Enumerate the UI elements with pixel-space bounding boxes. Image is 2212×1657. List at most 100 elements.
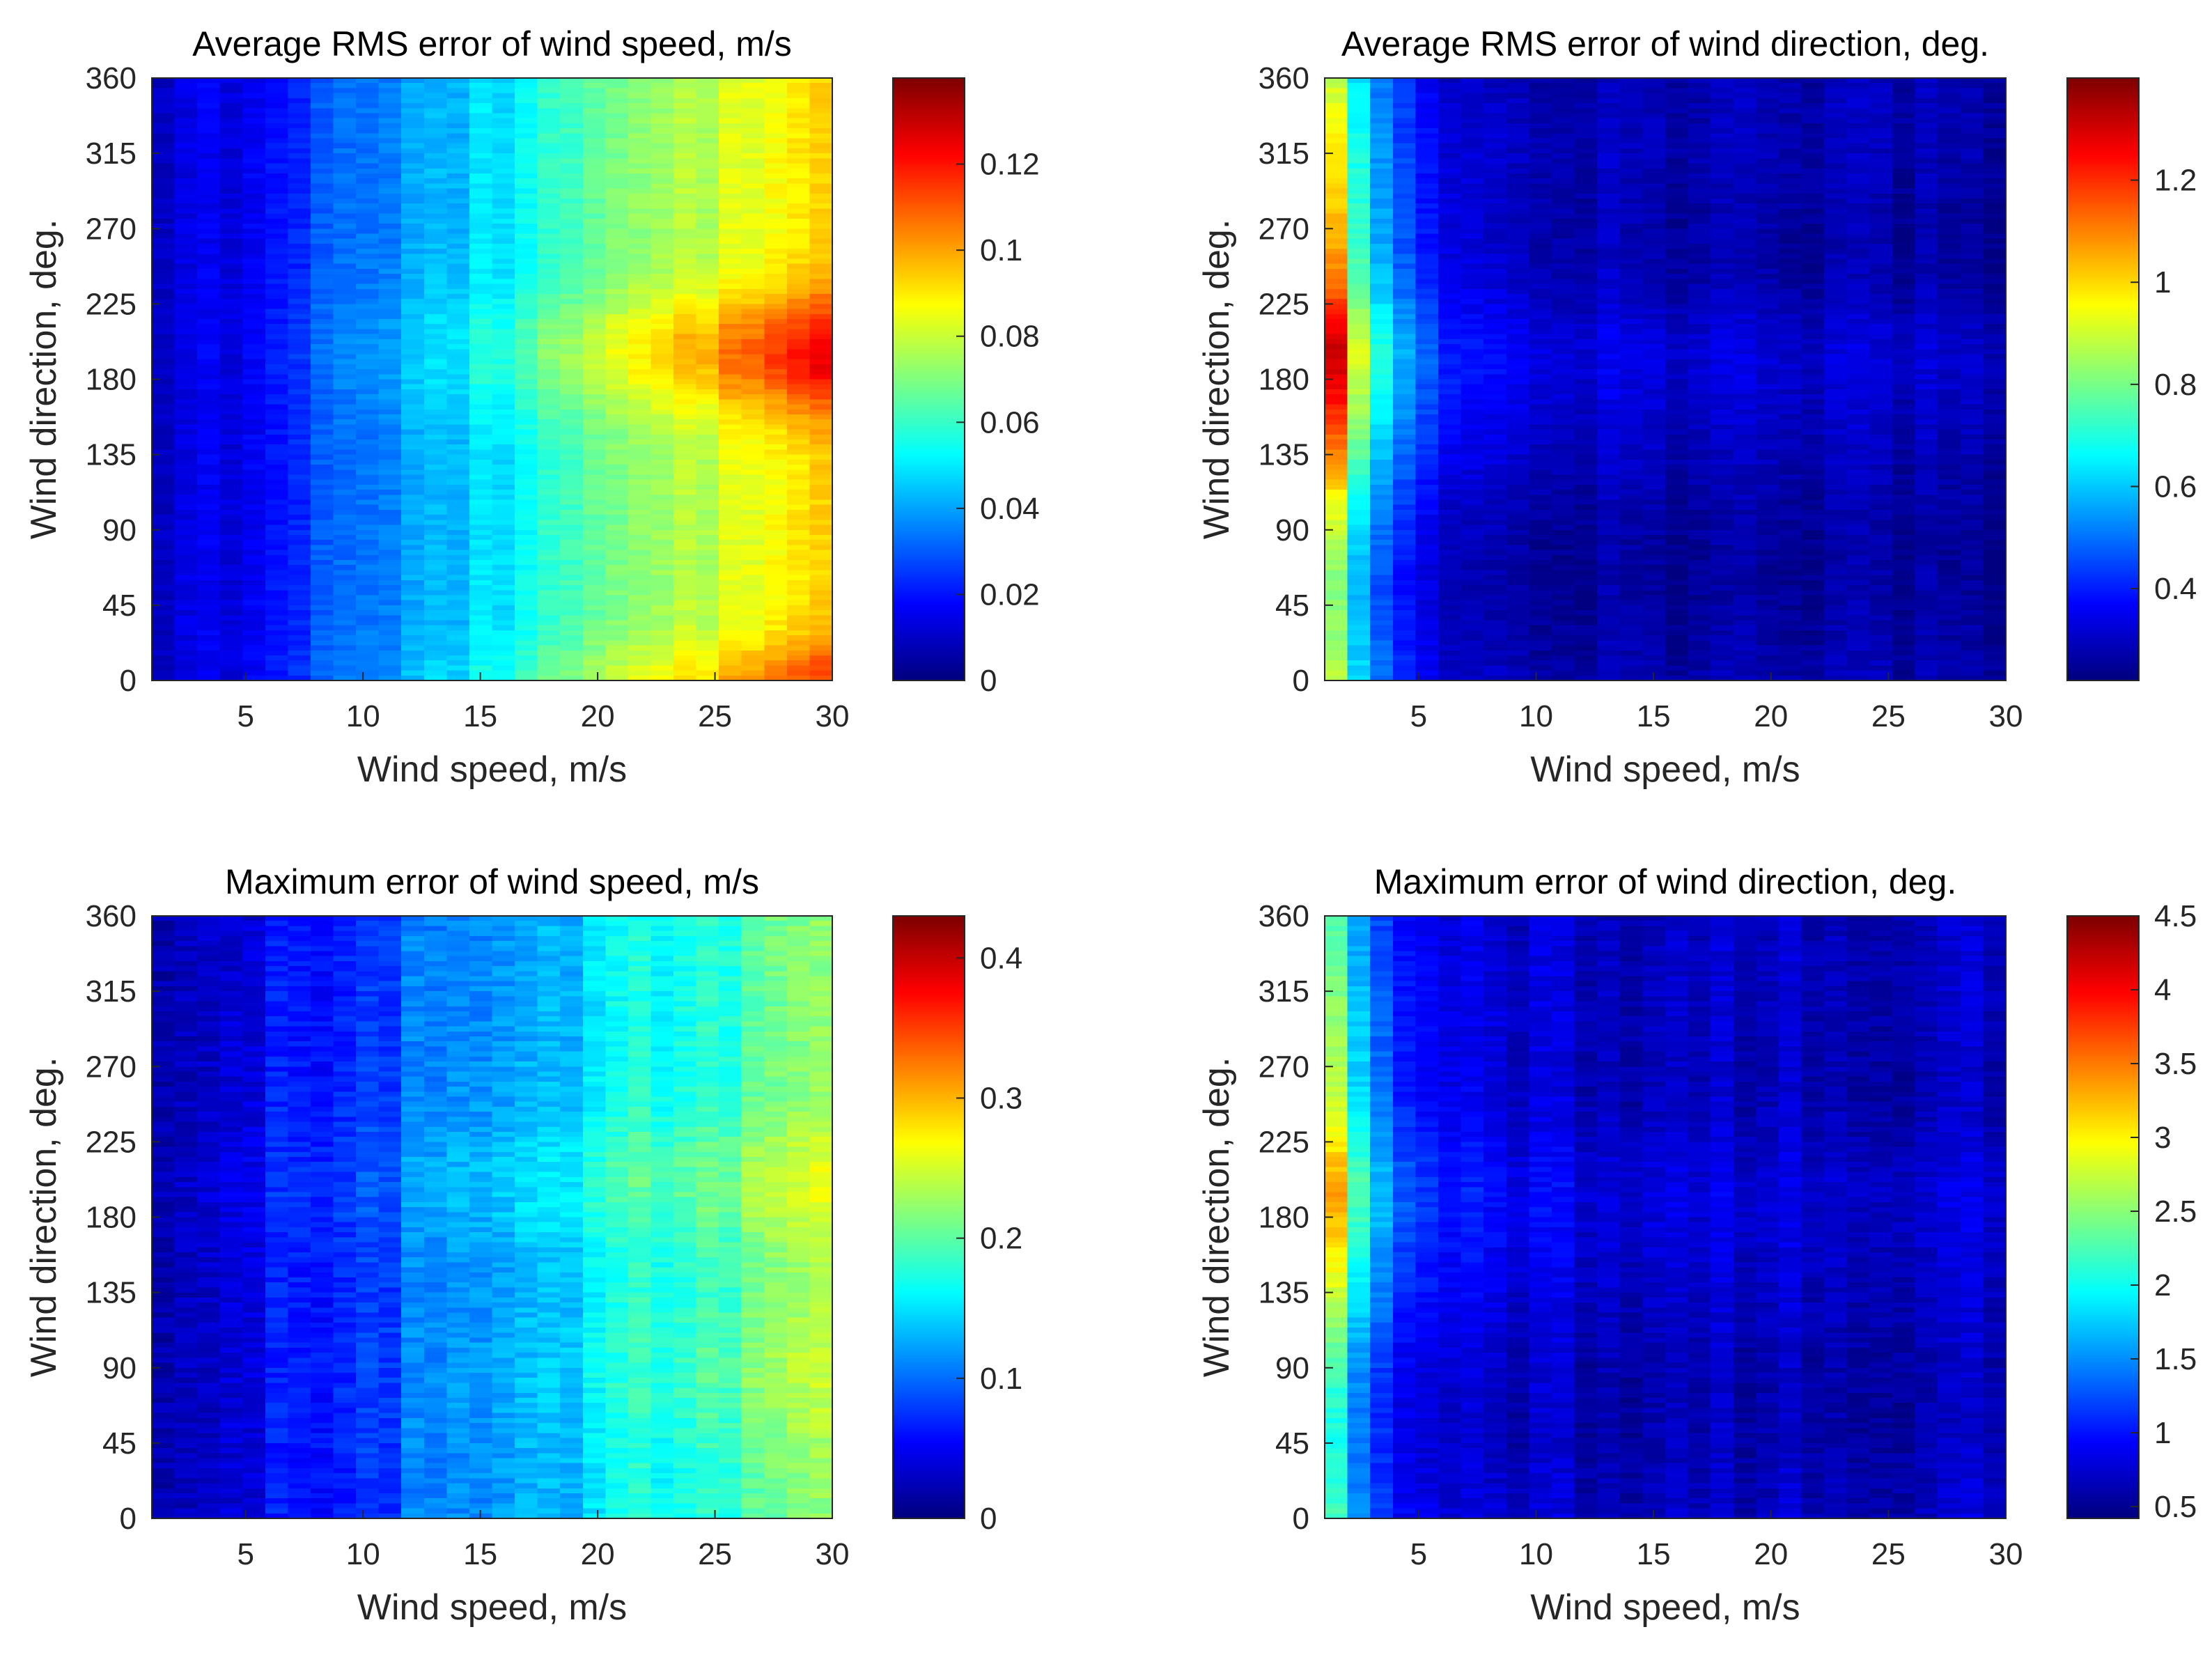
y-tick-label: 135 — [86, 438, 137, 472]
y-tick-label: 225 — [1259, 287, 1309, 321]
x-axis-label: Wind speed, m/s — [1530, 749, 1800, 790]
x-tick-label: 15 — [463, 699, 497, 733]
colorbar-tick-label: 0.6 — [2154, 469, 2197, 504]
colorbar-frame — [892, 915, 965, 1519]
y-tick-label: 45 — [1275, 1426, 1309, 1461]
colorbar-tick-label: 0.08 — [980, 320, 1040, 354]
chart-title: Average RMS error of wind direction, deg… — [1341, 24, 1989, 63]
colorbar-tick-label: 0 — [980, 664, 997, 698]
x-tick-label: 10 — [1519, 1537, 1553, 1571]
y-tick-label: 225 — [86, 1125, 137, 1159]
colorbar-tick-label: 1 — [2154, 265, 2171, 299]
y-tick-label: 270 — [86, 1050, 137, 1084]
colorbar-frame — [2066, 915, 2140, 1519]
colorbar-tick-label: 3 — [2154, 1121, 2171, 1155]
panel-max-speed: 5 10 15 20 25 30 0 45 90 135 180 225 270 315 360 Maximu… — [24, 862, 1022, 1628]
x-tick-label: 5 — [1410, 699, 1427, 733]
panel-avg-rms-speed: 5 10 15 20 25 30 0 45 90 135 180 225 270 315 360 Averag… — [24, 24, 1040, 790]
y-tick-label: 180 — [86, 363, 137, 397]
x-tick-label: 25 — [1871, 1537, 1906, 1571]
y-tick-label: 270 — [86, 212, 137, 246]
y-tick-label: 360 — [1259, 899, 1309, 933]
colorbar-tick-label: 0.12 — [980, 148, 1040, 182]
chart-title: Average RMS error of wind speed, m/s — [192, 24, 792, 63]
colorbar-tick-label: 4.5 — [2154, 899, 2197, 933]
colorbar-tick-label: 0.04 — [980, 492, 1040, 526]
x-axis-label: Wind speed, m/s — [357, 749, 627, 790]
colorbar-gradient — [2067, 78, 2139, 680]
colorbar-tick-label: 0.5 — [2154, 1490, 2197, 1524]
x-tick-label: 15 — [1637, 699, 1671, 733]
x-tick-label: 5 — [1410, 1537, 1427, 1571]
y-tick-label: 135 — [1259, 438, 1309, 472]
x-tick-label: 10 — [346, 1537, 380, 1571]
y-tick-label: 0 — [1293, 664, 1309, 698]
colorbar-tick-label: 1.2 — [2154, 164, 2197, 198]
y-tick-label: 180 — [1259, 1201, 1309, 1235]
y-tick-label: 0 — [120, 664, 137, 698]
y-tick-label: 45 — [102, 1426, 137, 1461]
x-tick-label: 30 — [816, 1537, 850, 1571]
colorbar-tick-label: 0 — [980, 1502, 997, 1536]
colorbar-tick-label: 0.02 — [980, 577, 1040, 612]
x-tick-label: 30 — [816, 699, 850, 733]
y-axis-label: Wind direction, deg. — [1197, 219, 1237, 540]
y-tick-label: 360 — [86, 61, 137, 95]
colorbar-tick-label: 2.5 — [2154, 1195, 2197, 1229]
x-tick-label: 30 — [1989, 1537, 2023, 1571]
heatmap-cells — [152, 78, 832, 680]
x-tick-label: 30 — [1989, 699, 2023, 733]
y-tick-label: 360 — [86, 899, 137, 933]
y-tick-label: 315 — [86, 137, 137, 171]
x-axis-label: Wind speed, m/s — [1530, 1587, 1800, 1628]
heatmap-cells — [152, 916, 832, 1518]
y-tick-label: 90 — [1275, 1351, 1309, 1385]
x-tick-label: 5 — [237, 1537, 254, 1571]
colorbar-frame — [892, 77, 965, 681]
y-tick-label: 315 — [1259, 974, 1309, 1009]
x-tick-label: 15 — [1637, 1537, 1671, 1571]
colorbar-gradient — [2067, 916, 2139, 1518]
y-axis-label: Wind direction, deg. — [1197, 1057, 1237, 1378]
y-tick-label: 90 — [102, 1351, 137, 1385]
colorbar-tick-label: 0.4 — [2154, 572, 2197, 606]
y-tick-label: 225 — [1259, 1125, 1309, 1159]
colorbar-tick-label: 1 — [2154, 1416, 2171, 1450]
chart-title: Maximum error of wind speed, m/s — [225, 862, 759, 901]
x-tick-label: 15 — [463, 1537, 497, 1571]
panel-avg-rms-direction: 5 10 15 20 25 30 0 45 90 135 180 225 270 315 360 Averag… — [1197, 24, 2197, 790]
x-tick-label: 20 — [1754, 699, 1788, 733]
colorbar-tick-label: 2 — [2154, 1268, 2171, 1302]
y-tick-label: 0 — [120, 1502, 137, 1536]
colorbar-tick-label: 0.3 — [980, 1082, 1022, 1116]
y-tick-label: 360 — [1259, 61, 1309, 95]
x-tick-label: 20 — [581, 1537, 615, 1571]
x-tick-label: 20 — [1754, 1537, 1788, 1571]
y-tick-label: 135 — [1259, 1276, 1309, 1310]
x-tick-label: 20 — [581, 699, 615, 733]
x-tick-label: 25 — [698, 699, 732, 733]
x-tick-label: 10 — [1519, 699, 1553, 733]
colorbar-tick-label: 0.06 — [980, 405, 1040, 439]
y-tick-label: 135 — [86, 1276, 137, 1310]
x-tick-label: 5 — [237, 699, 254, 733]
x-tick-label: 25 — [1871, 699, 1906, 733]
colorbar-tick-label: 0.2 — [980, 1222, 1022, 1256]
colorbar-tick-label: 1.5 — [2154, 1342, 2197, 1376]
chart-title: Maximum error of wind direction, deg. — [1374, 862, 1956, 901]
y-tick-label: 180 — [1259, 363, 1309, 397]
y-tick-label: 315 — [1259, 137, 1309, 171]
colorbar-tick-label: 0.1 — [980, 1362, 1022, 1396]
y-tick-label: 90 — [1275, 513, 1309, 547]
y-tick-label: 270 — [1259, 1050, 1309, 1084]
heatmap-cells — [1325, 916, 2006, 1518]
y-tick-label: 315 — [86, 974, 137, 1009]
y-tick-label: 90 — [102, 513, 137, 547]
y-tick-label: 225 — [86, 287, 137, 321]
colorbar-gradient — [893, 916, 965, 1518]
colorbar-tick-label: 4 — [2154, 973, 2171, 1007]
y-tick-label: 0 — [1293, 1502, 1309, 1536]
colorbar-gradient — [893, 78, 965, 680]
colorbar-tick-label: 0.4 — [980, 941, 1022, 975]
